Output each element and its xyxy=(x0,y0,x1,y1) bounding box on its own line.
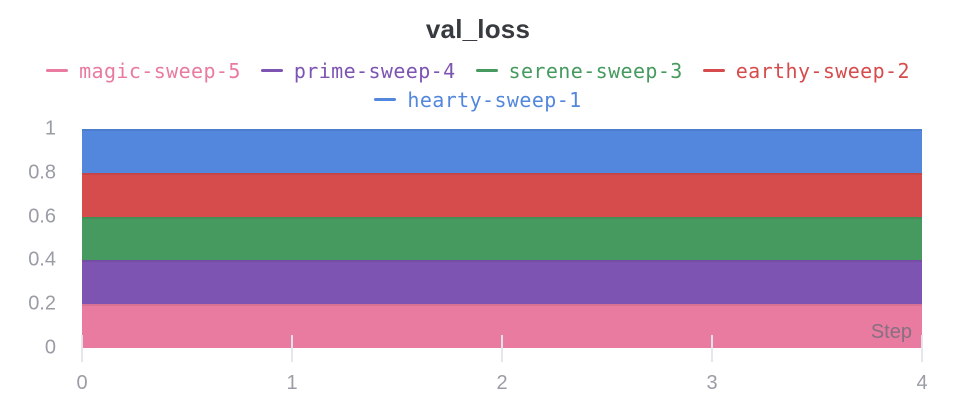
area-band-prime-sweep-4 xyxy=(82,260,922,305)
legend-line-icon xyxy=(46,68,69,73)
y-tick-label: 0.4 xyxy=(28,248,56,271)
legend-item-hearty-sweep-1[interactable]: hearty-sweep-1 xyxy=(374,88,581,112)
legend-label: prime-sweep-4 xyxy=(293,58,456,83)
x-tick-mark xyxy=(291,335,293,362)
legend-line-icon xyxy=(475,68,498,73)
legend-row: hearty-sweep-1 xyxy=(374,86,581,113)
x-axis-title: Step xyxy=(870,321,912,343)
x-tick-label: 3 xyxy=(706,372,718,394)
legend-label: serene-sweep-3 xyxy=(508,58,683,83)
area-band-serene-sweep-3 xyxy=(82,216,922,261)
legend-label: hearty-sweep-1 xyxy=(407,87,582,112)
y-axis: 1 0.8 0.6 0.4 0.2 0 xyxy=(0,118,56,359)
x-tick-mark xyxy=(921,335,923,362)
area-band-earthy-sweep-2 xyxy=(82,172,922,217)
x-axis: 0 1 2 3 4 xyxy=(76,372,927,398)
legend-line-icon xyxy=(374,97,397,102)
legend-label: magic-sweep-5 xyxy=(79,58,241,83)
legend-item-prime-sweep-4[interactable]: prime-sweep-4 xyxy=(260,58,456,83)
plot-area[interactable]: Step xyxy=(81,129,923,362)
x-tick-mark xyxy=(501,335,503,362)
x-tick-mark xyxy=(711,335,713,362)
legend-label: earthy-sweep-2 xyxy=(735,58,910,83)
x-tick-label: 2 xyxy=(496,372,508,394)
y-tick-label: 0.2 xyxy=(28,292,56,315)
x-tick-label: 4 xyxy=(916,372,928,394)
legend-item-earthy-sweep-2[interactable]: earthy-sweep-2 xyxy=(702,58,910,83)
legend-row: magic-sweep-5 prime-sweep-4 serene-sweep-3… xyxy=(46,57,910,84)
x-tick-label: 0 xyxy=(76,372,88,394)
legend-line-icon xyxy=(702,68,725,73)
chart-legend: magic-sweep-5 prime-sweep-4 serene-sweep-3… xyxy=(0,57,956,113)
y-tick-label: 0.8 xyxy=(28,161,56,184)
x-tick-mark xyxy=(81,335,83,362)
y-tick-label: 0.6 xyxy=(28,205,56,228)
stacked-areas xyxy=(82,129,922,348)
y-tick-label: 0 xyxy=(44,336,56,359)
y-tick-label: 1 xyxy=(44,117,56,140)
chart-title: val_loss xyxy=(425,14,531,44)
legend-item-magic-sweep-5[interactable]: magic-sweep-5 xyxy=(46,59,241,83)
x-tick-label: 1 xyxy=(286,372,298,394)
area-band-hearty-sweep-1 xyxy=(82,129,922,173)
legend-item-serene-sweep-3[interactable]: serene-sweep-3 xyxy=(475,58,683,83)
legend-line-icon xyxy=(260,68,283,73)
